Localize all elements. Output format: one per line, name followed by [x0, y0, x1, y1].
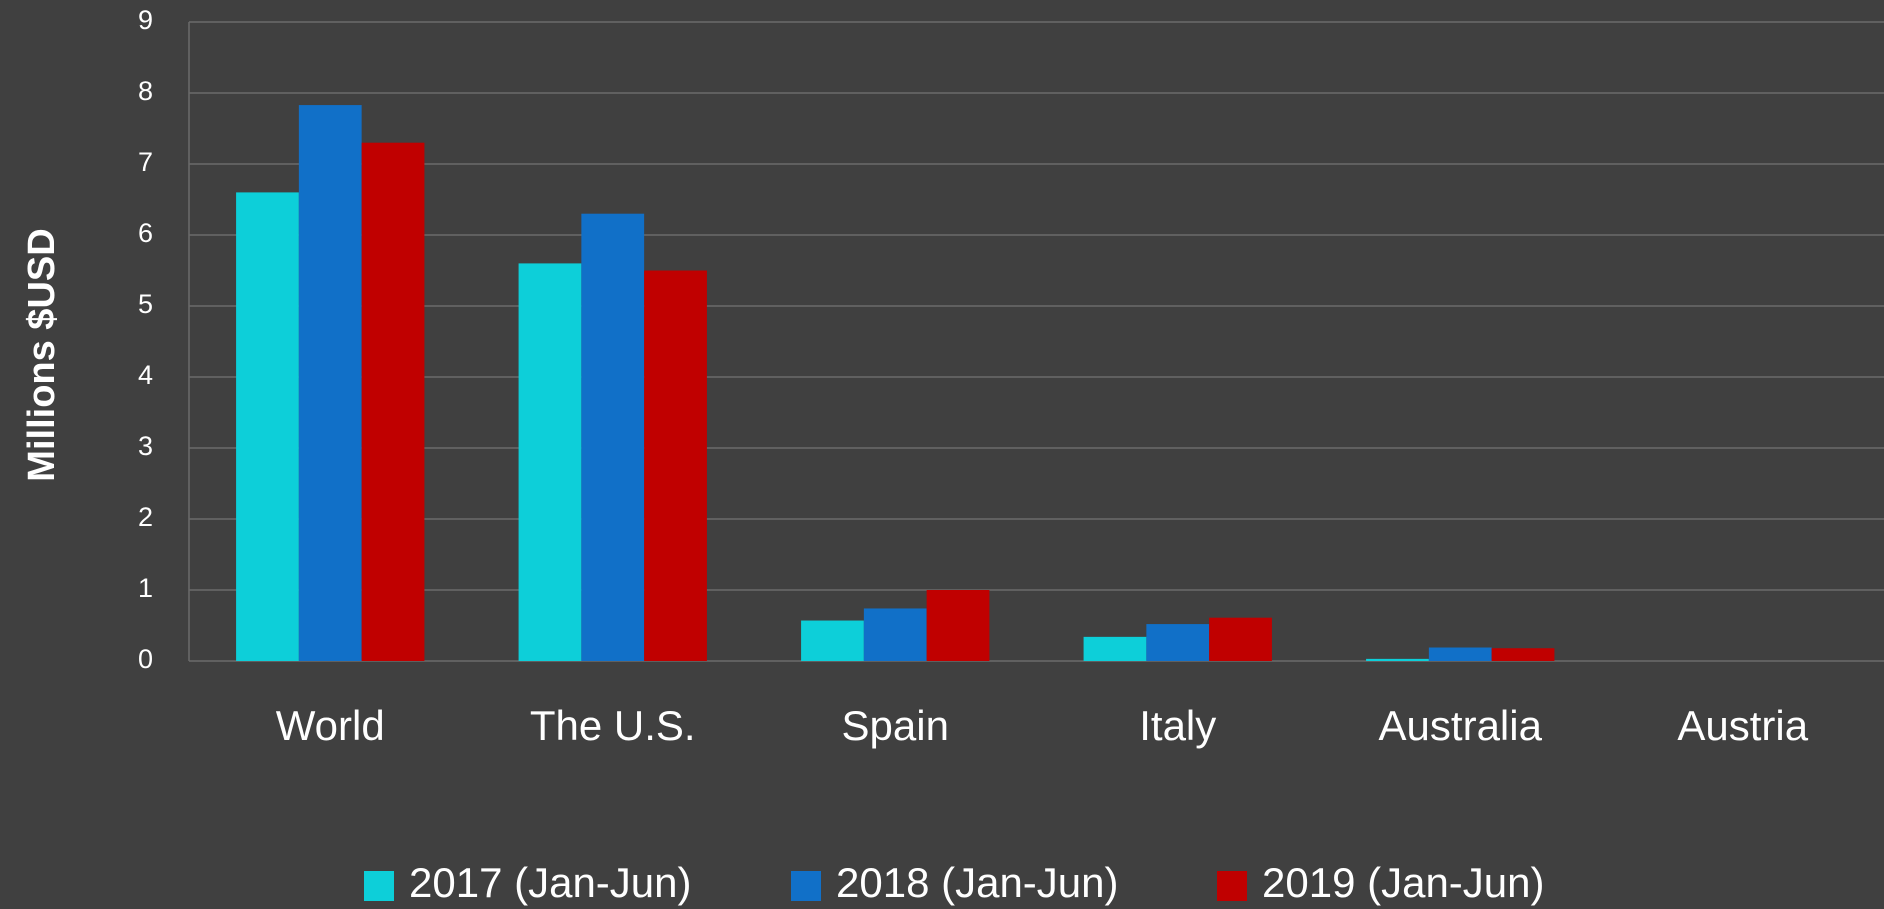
bar	[518, 263, 582, 661]
bar	[1209, 617, 1272, 661]
x-tick-label: World	[276, 702, 385, 749]
bar	[361, 142, 425, 661]
y-tick-label: 2	[138, 502, 153, 532]
bar	[1366, 658, 1429, 661]
legend-label: 2019 (Jan-Jun)	[1262, 859, 1545, 906]
legend-label: 2017 (Jan-Jun)	[409, 859, 692, 906]
bar	[863, 608, 927, 661]
y-tick-label: 6	[138, 218, 153, 248]
x-tick-label: Italy	[1139, 702, 1216, 749]
y-axis-title: Millions $USD	[21, 228, 63, 481]
bar	[581, 213, 645, 661]
legend-swatch	[364, 871, 394, 901]
y-tick-label: 4	[138, 360, 153, 390]
y-tick-label: 9	[138, 5, 153, 35]
y-tick-label: 8	[138, 76, 153, 106]
x-tick-label: Spain	[842, 702, 949, 749]
legend-label: 2018 (Jan-Jun)	[836, 859, 1119, 906]
bar	[1146, 624, 1210, 661]
y-tick-label: 1	[138, 573, 153, 603]
x-tick-label: Austria	[1677, 702, 1808, 749]
bar	[1428, 647, 1492, 661]
bar	[926, 590, 990, 661]
y-tick-label: 7	[138, 147, 153, 177]
bar	[236, 192, 299, 661]
y-tick-label: 3	[138, 431, 153, 461]
bar	[644, 270, 707, 661]
bar	[1083, 636, 1147, 661]
bar	[1491, 648, 1555, 661]
y-tick-label: 5	[138, 289, 153, 319]
legend-swatch	[791, 871, 821, 901]
x-tick-label: Australia	[1379, 702, 1543, 749]
legend-swatch	[1217, 871, 1247, 901]
y-tick-label: 0	[138, 644, 153, 674]
bar	[298, 105, 362, 661]
bar	[801, 620, 864, 661]
x-tick-label: The U.S.	[530, 702, 696, 749]
